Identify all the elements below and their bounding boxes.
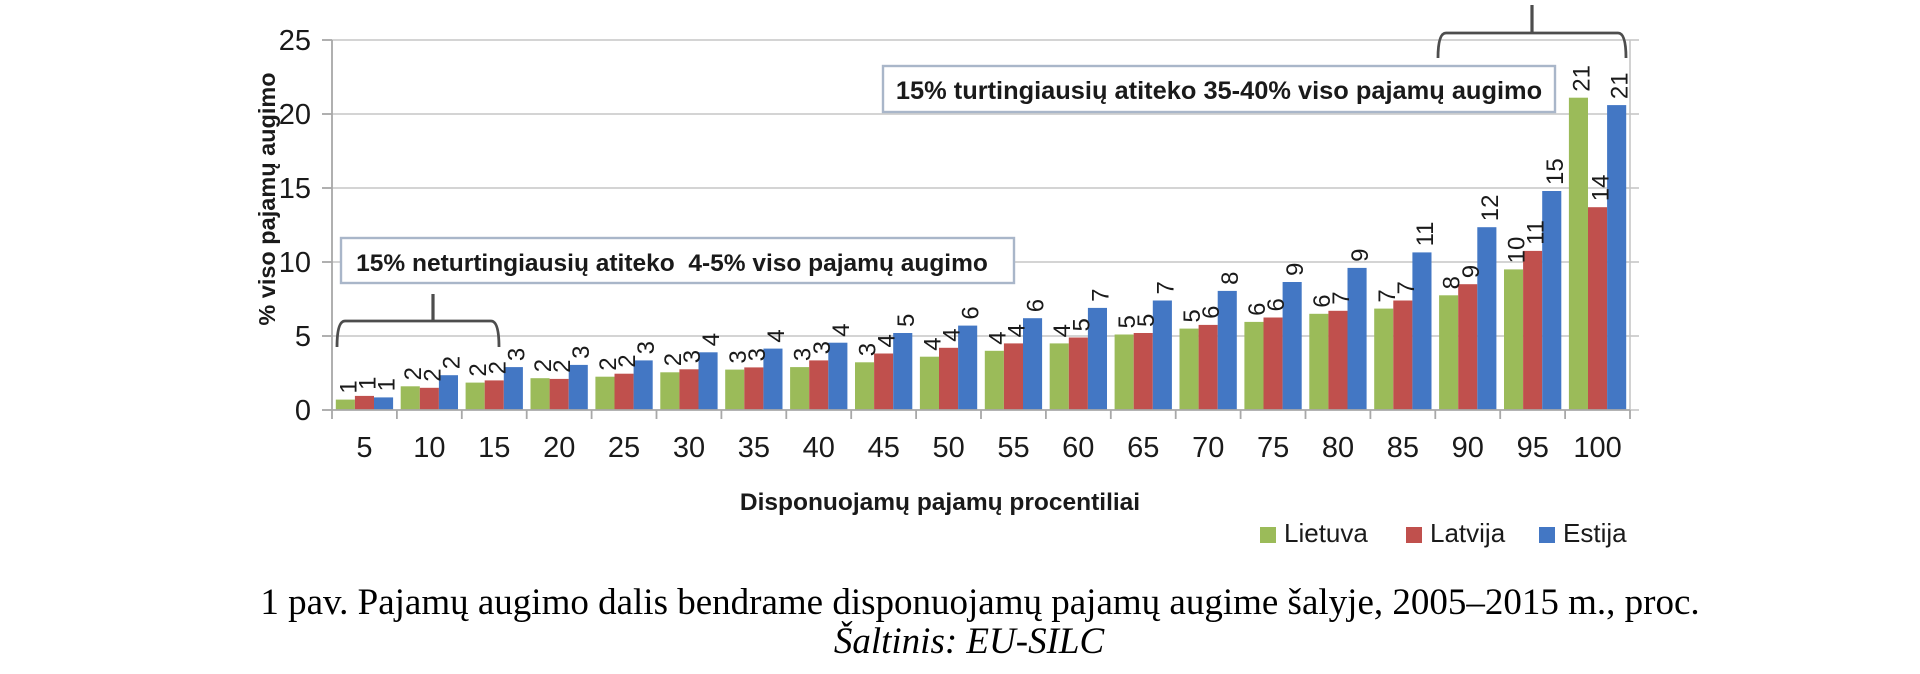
svg-text:1: 1 [355,377,382,390]
svg-text:6: 6 [958,306,985,319]
svg-text:2: 2 [595,357,622,370]
svg-text:4: 4 [939,328,966,341]
svg-text:3: 3 [503,348,530,361]
svg-text:55: 55 [997,432,1029,464]
svg-text:15% turtingiausių atiteko 35-4: 15% turtingiausių atiteko 35-40% viso pa… [896,77,1542,105]
svg-text:6: 6 [1023,299,1050,312]
svg-text:9: 9 [1347,249,1374,262]
svg-text:3: 3 [855,343,882,356]
svg-text:2: 2 [549,360,576,373]
svg-text:2: 2 [484,361,511,374]
svg-text:10: 10 [1504,237,1531,264]
svg-text:3: 3 [679,350,706,363]
svg-text:7: 7 [1152,281,1179,294]
svg-text:3: 3 [568,346,595,359]
svg-text:65: 65 [1127,432,1159,464]
svg-text:15% neturtingiausių atiteko 4: 15% neturtingiausių atiteko 4-5% viso pa… [356,250,988,277]
svg-text:3: 3 [790,348,817,361]
svg-text:5: 5 [893,314,920,327]
svg-text:4: 4 [763,329,790,342]
svg-text:2: 2 [438,356,465,369]
svg-text:Estija: Estija [1563,518,1627,548]
svg-text:0: 0 [295,395,311,427]
svg-text:1 pav. Pajamų augimo dalis ben: 1 pav. Pajamų augimo dalis bendrame disp… [260,582,1699,623]
svg-text:60: 60 [1062,432,1094,464]
svg-text:12: 12 [1477,194,1504,221]
svg-text:70: 70 [1192,432,1224,464]
svg-text:20: 20 [279,99,311,131]
svg-text:5: 5 [356,432,372,464]
svg-text:2: 2 [660,353,687,366]
svg-text:21: 21 [1607,72,1634,99]
svg-text:14: 14 [1588,174,1615,201]
svg-text:50: 50 [932,432,964,464]
svg-text:Disponuojamų pajamų procentili: Disponuojamų pajamų procentiliai [740,489,1140,516]
svg-text:5: 5 [295,321,311,353]
svg-text:4: 4 [984,331,1011,344]
svg-text:4: 4 [919,337,946,350]
svg-text:15: 15 [279,173,311,205]
svg-text:10: 10 [279,247,311,279]
svg-text:30: 30 [673,432,705,464]
svg-text:Lietuva: Lietuva [1284,518,1368,548]
svg-text:6: 6 [1244,303,1271,316]
svg-text:75: 75 [1257,432,1289,464]
svg-text:20: 20 [543,432,575,464]
svg-text:3: 3 [633,341,660,354]
svg-text:4: 4 [874,334,901,347]
svg-text:Latvija: Latvija [1430,518,1506,548]
svg-text:45: 45 [868,432,900,464]
svg-text:5: 5 [1068,318,1095,331]
svg-text:5: 5 [1114,315,1141,328]
svg-text:85: 85 [1387,432,1419,464]
svg-text:15: 15 [478,432,510,464]
svg-text:11: 11 [1523,220,1550,245]
svg-text:100: 100 [1573,432,1621,464]
svg-text:6: 6 [1309,294,1336,307]
svg-text:1: 1 [335,380,362,393]
svg-text:90: 90 [1452,432,1484,464]
svg-text:7: 7 [1374,289,1401,302]
svg-text:Šaltinis: EU-SILC: Šaltinis: EU-SILC [834,620,1106,662]
svg-text:8: 8 [1439,276,1466,289]
svg-text:3: 3 [725,350,752,363]
svg-text:25: 25 [608,432,640,464]
svg-text:2: 2 [614,354,641,367]
svg-text:% viso pajamų augimo: % viso pajamų augimo [254,72,280,325]
svg-text:7: 7 [1328,291,1355,304]
svg-text:5: 5 [1133,314,1160,327]
svg-text:9: 9 [1282,263,1309,276]
svg-text:25: 25 [279,25,311,57]
svg-text:9: 9 [1458,265,1485,278]
svg-text:7: 7 [1393,281,1420,294]
svg-text:1: 1 [374,378,401,391]
svg-text:8: 8 [1217,272,1244,285]
svg-text:2: 2 [530,359,557,372]
svg-text:4: 4 [828,323,855,336]
svg-text:3: 3 [809,341,836,354]
svg-text:6: 6 [1263,298,1290,311]
svg-text:4: 4 [1003,324,1030,337]
svg-text:35: 35 [738,432,770,464]
svg-text:3: 3 [744,348,771,361]
svg-text:2: 2 [419,368,446,381]
svg-text:5: 5 [1179,309,1206,322]
svg-text:21: 21 [1569,65,1596,92]
svg-text:40: 40 [803,432,835,464]
svg-text:11: 11 [1412,221,1439,246]
svg-text:2: 2 [400,367,427,380]
svg-text:7: 7 [1088,289,1115,302]
svg-text:4: 4 [1049,324,1076,337]
svg-text:4: 4 [698,333,725,346]
svg-text:80: 80 [1322,432,1354,464]
svg-text:15: 15 [1542,158,1569,185]
svg-text:95: 95 [1517,432,1549,464]
svg-text:10: 10 [413,432,445,464]
svg-text:2: 2 [465,363,492,376]
svg-text:6: 6 [1198,306,1225,319]
